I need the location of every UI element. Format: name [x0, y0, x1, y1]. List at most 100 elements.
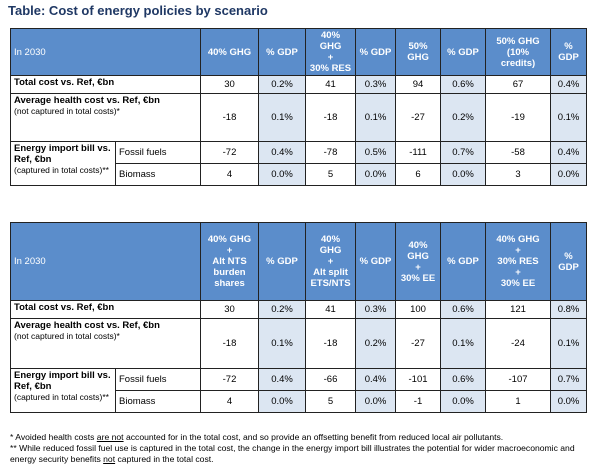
header-cell: % GDP — [550, 28, 588, 76]
value-cell: 0.2% — [355, 318, 397, 369]
value-cell: -58 — [485, 141, 552, 164]
value-cell: -111 — [395, 141, 442, 164]
value-cell: -24 — [485, 318, 552, 369]
value-cell: 4 — [200, 390, 260, 413]
value-cell: 6 — [395, 163, 442, 186]
value-cell: 0.3% — [355, 75, 397, 94]
label-text: Energy import bill vs. Ref, €bn — [14, 143, 111, 165]
value-cell: 0.2% — [440, 93, 487, 142]
header-cell: 50% GHG (10% credits) — [485, 28, 552, 76]
value-cell: 0.3% — [355, 300, 397, 319]
label-note: (not captured in total costs)* — [14, 331, 120, 341]
import-row: Energy import bill vs. Ref, €bn (captured… — [10, 141, 588, 186]
value-cell: 0.2% — [258, 300, 307, 319]
value-cell: 0.1% — [355, 93, 397, 142]
import-row: Biomass 4 0.0% 5 0.0% 6 0.0% 3 0.0% — [11, 163, 588, 186]
header-cell: 40% GHG — [200, 28, 260, 76]
value-cell: -72 — [200, 141, 260, 164]
value-cell: 0.8% — [550, 300, 588, 319]
header-cell: 40% GHG + Alt NTS burden shares — [200, 222, 260, 301]
footnotes: * Avoided health costs are not accounted… — [10, 432, 586, 465]
value-cell: -18 — [305, 93, 357, 142]
footnote: ** While reduced fossil fuel use is capt… — [10, 443, 586, 465]
label-note: (captured in total costs)** — [14, 165, 109, 175]
header-cell: 40% GHG + 30% RES + 30% EE — [485, 222, 552, 301]
label-text: Energy import bill vs. Ref, €bn — [14, 370, 111, 392]
value-cell: 0.0% — [355, 163, 397, 186]
import-row: Biomass 4 0.0% 5 0.0% -1 0.0% 1 0.0% — [11, 390, 588, 413]
sub-label: Fossil fuels — [114, 141, 202, 164]
value-cell: 0.1% — [550, 318, 588, 369]
label-text: Average health cost vs. Ref, €bn — [14, 95, 160, 106]
header-cell: % GDP — [550, 222, 588, 301]
value-cell: -1 — [395, 390, 442, 413]
value-cell: 94 — [395, 75, 442, 94]
header-cell: In 2030 — [9, 222, 202, 301]
label-note: (not captured in total costs)* — [14, 106, 120, 116]
footnote-text: accounted for in the total cost, and so … — [123, 432, 504, 442]
value-cell: -27 — [395, 318, 442, 369]
value-cell: 0.0% — [440, 163, 487, 186]
header-cell: % GDP — [355, 28, 397, 76]
value-cell: 0.1% — [550, 93, 588, 142]
footnote-text: are not — [96, 432, 124, 442]
value-cell: 0.1% — [258, 93, 307, 142]
value-cell: -107 — [485, 368, 552, 391]
value-cell: 0.1% — [258, 318, 307, 369]
total-row: Total cost vs. Ref, €bn 30 0.2% 41 0.3% 94 0.6… — [9, 75, 588, 94]
value-cell: 0.2% — [258, 75, 307, 94]
sub-label: Fossil fuels — [114, 368, 202, 391]
value-cell: 0.0% — [258, 163, 307, 186]
label-note: (captured in total costs)** — [14, 392, 109, 402]
value-cell: 100 — [395, 300, 442, 319]
value-cell: 0.0% — [258, 390, 307, 413]
footnote-text: captured in the total cost. — [115, 454, 214, 464]
header-cell: % GDP — [440, 28, 487, 76]
header-cell: 50% GHG — [395, 28, 442, 76]
value-cell: 0.6% — [440, 300, 487, 319]
value-cell: 0.0% — [550, 163, 588, 186]
sub-label: Biomass — [114, 163, 202, 186]
value-cell: 121 — [485, 300, 552, 319]
value-cell: -18 — [305, 318, 357, 369]
row-label: Total cost vs. Ref, €bn — [9, 75, 202, 94]
value-cell: 0.1% — [440, 318, 487, 369]
total-row: Total cost vs. Ref, €bn 30 0.2% 41 0.3% 100 0.… — [9, 300, 588, 319]
value-cell: 0.4% — [258, 368, 307, 391]
value-cell: 0.4% — [550, 75, 588, 94]
health-row: Average health cost vs. Ref, €bn (not cap… — [9, 318, 588, 369]
import-row: Energy import bill vs. Ref, €bn (captured… — [10, 368, 588, 413]
table: In 2030 40% GHG% GDP 40% GHG + 30% RES% GD… — [9, 28, 588, 186]
value-cell: -72 — [200, 368, 260, 391]
value-cell: 0.0% — [550, 390, 588, 413]
value-cell: -18 — [200, 318, 260, 369]
label-text: Average health cost vs. Ref, €bn — [14, 320, 160, 331]
header-cell: % GDP — [258, 222, 307, 301]
header-row: In 2030 40% GHG% GDP 40% GHG + 30% RES% GD… — [9, 28, 588, 76]
value-cell: 41 — [305, 300, 357, 319]
header-cell: % GDP — [258, 28, 307, 76]
health-row: Average health cost vs. Ref, €bn (not cap… — [9, 93, 588, 142]
value-cell: 0.5% — [355, 141, 397, 164]
value-cell: -18 — [200, 93, 260, 142]
value-cell: -101 — [395, 368, 442, 391]
value-cell: 5 — [305, 390, 357, 413]
value-cell: -27 — [395, 93, 442, 142]
value-cell: 30 — [200, 300, 260, 319]
footnote-text: * Avoided health costs — [10, 432, 97, 442]
value-cell: -78 — [305, 141, 357, 164]
value-cell: 5 — [305, 163, 357, 186]
value-cell: 0.7% — [440, 141, 487, 164]
value-cell: 0.4% — [550, 141, 588, 164]
value-cell: 0.4% — [355, 368, 397, 391]
footnote: * Avoided health costs are not accounted… — [10, 432, 586, 443]
value-cell: -66 — [305, 368, 357, 391]
header-cell: 40% GHG + 30% RES — [305, 28, 357, 76]
row-label: Average health cost vs. Ref, €bn (not cap… — [9, 318, 202, 369]
table: In 2030 40% GHG + Alt NTS burden shares% … — [9, 222, 588, 413]
row-label: Total cost vs. Ref, €bn — [9, 300, 202, 319]
value-cell: 0.6% — [440, 368, 487, 391]
value-cell: 41 — [305, 75, 357, 94]
value-cell: 0.4% — [258, 141, 307, 164]
